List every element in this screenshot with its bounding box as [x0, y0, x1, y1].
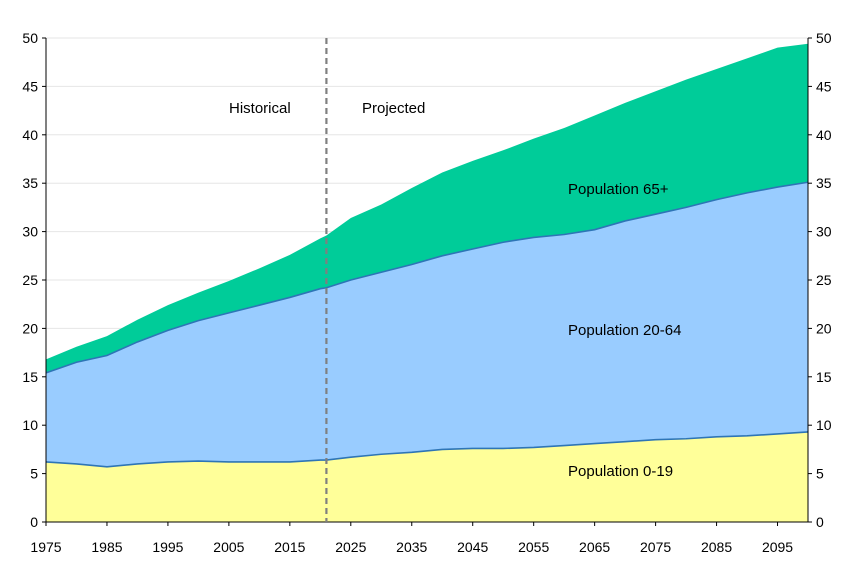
x-axis-ticks: 1975 1985 1995 2005 2015 2025 2035 2045 2055 2065… — [30, 522, 793, 555]
x-tick-label: 2055 — [518, 539, 549, 555]
x-tick-label: 2005 — [213, 539, 244, 555]
y-tick-label: 50 — [22, 30, 38, 46]
x-tick-label: 1975 — [30, 539, 61, 555]
area-boundary-1 — [45, 431, 809, 468]
x-tick-label: 2015 — [274, 539, 305, 555]
y-tick-label: 15 — [22, 369, 38, 385]
y-tick-label: 10 — [22, 417, 38, 433]
y-tick-label: 0 — [816, 514, 824, 530]
series-labels: Population 0-19 Population 20-64 Populatio… — [568, 181, 681, 480]
x-tick-label: 2025 — [335, 539, 366, 555]
area-1 — [46, 431, 808, 522]
area-2 — [46, 182, 808, 467]
y-tick-label: 10 — [816, 417, 832, 433]
y-tick-label: 35 — [22, 175, 38, 191]
annotation-projected: Projected — [362, 100, 425, 117]
area-3 — [46, 43, 808, 373]
y-tick-label: 30 — [816, 224, 832, 240]
y-tick-label: 35 — [816, 175, 832, 191]
y-tick-label: 0 — [30, 514, 38, 530]
annotation-historical: Historical — [229, 100, 291, 117]
y-axis-left-ticks: 0 5 10 15 20 25 30 35 40 45 50 — [22, 30, 46, 530]
y-tick-label: 20 — [816, 320, 832, 336]
series-label: Population 0-19 — [568, 463, 673, 480]
y-tick-label: 25 — [816, 272, 832, 288]
y-tick-label: 45 — [816, 78, 832, 94]
series-label: Population 65+ — [568, 181, 669, 198]
x-tick-label: 1985 — [91, 539, 122, 555]
y-tick-label: 40 — [816, 127, 832, 143]
y-axis-right-ticks: 0 5 10 15 20 25 30 35 40 45 50 — [808, 30, 832, 530]
x-tick-label: 2035 — [396, 539, 427, 555]
x-tick-label: 2045 — [457, 539, 488, 555]
y-tick-label: 20 — [22, 320, 38, 336]
area-boundary-2 — [45, 181, 809, 374]
y-tick-label: 50 — [816, 30, 832, 46]
y-tick-label: 5 — [816, 466, 824, 482]
y-tick-label: 15 — [816, 369, 832, 385]
x-tick-label: 2075 — [640, 539, 671, 555]
x-tick-label: 2065 — [579, 539, 610, 555]
x-tick-label: 1995 — [152, 539, 183, 555]
x-tick-label: 2085 — [701, 539, 732, 555]
y-tick-label: 45 — [22, 78, 38, 94]
y-tick-label: 25 — [22, 272, 38, 288]
series-label: Population 20-64 — [568, 322, 681, 339]
series-boundary-lines — [45, 181, 809, 468]
y-tick-label: 30 — [22, 224, 38, 240]
x-tick-label: 2095 — [762, 539, 793, 555]
y-tick-label: 40 — [22, 127, 38, 143]
y-tick-label: 5 — [30, 466, 38, 482]
area-series — [46, 43, 808, 522]
